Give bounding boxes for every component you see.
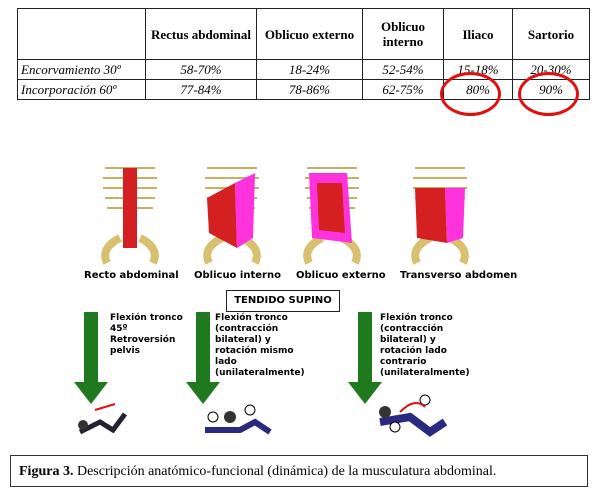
cell: 58-70% xyxy=(145,59,257,80)
movement-description: Flexión tronco 45º Retroversión pelvis xyxy=(110,313,183,356)
table-header: Iliaco xyxy=(443,8,513,60)
muscle-label: Recto abdominal xyxy=(84,270,179,281)
table-header xyxy=(17,8,146,60)
table-row: Incorporación 60º 77-84% 78-86% 62-75% 8… xyxy=(17,79,590,100)
arrow-down-icon xyxy=(74,312,108,404)
transverse-abdominis-illustration xyxy=(411,167,469,265)
cell: 77-84% xyxy=(145,79,257,100)
highlight-circle-sartorio xyxy=(518,72,579,116)
movement-description: Flexión tronco (contracción bilateral) y… xyxy=(380,313,470,378)
muscle-label: Transverso abdomen xyxy=(400,270,518,281)
table-header: Rectus abdominal xyxy=(145,8,257,60)
internal-oblique-illustration xyxy=(203,167,261,265)
caption-label: Figura 3. xyxy=(19,464,74,479)
cell: 18-24% xyxy=(256,59,363,80)
highlight-circle-iliaco xyxy=(440,72,501,116)
cell: 78-86% xyxy=(256,79,363,100)
table-header: Oblicuo interno xyxy=(362,8,444,60)
rotation-opposite-side-figure xyxy=(379,394,448,437)
supine-crunch-figure xyxy=(78,403,127,435)
figure-caption: Figura 3. Descripción anatómico-funciona… xyxy=(10,455,588,487)
movement-description: Flexión tronco (contracción bilateral) y… xyxy=(215,313,305,378)
arrow-down-icon xyxy=(348,312,382,404)
table-header: Oblicuo externo xyxy=(256,8,363,60)
muscle-activity-table: Rectus abdominal Oblicuo externo Oblicuo… xyxy=(17,8,590,100)
table-header: Sartorio xyxy=(512,8,590,60)
table-row: Encorvamiento 30º 58-70% 18-24% 52-54% 1… xyxy=(17,59,590,80)
row-label: Encorvamiento 30º xyxy=(17,59,146,80)
row-label: Incorporación 60º xyxy=(17,79,146,100)
cell: 52-54% xyxy=(362,59,444,80)
muscle-label: Oblicuo externo xyxy=(296,270,386,281)
external-oblique-illustration xyxy=(303,167,361,265)
rotation-same-side-figure xyxy=(205,404,272,435)
position-label: TENDIDO SUPINO xyxy=(226,290,340,312)
caption-text: Descripción anatómico-funcional (dinámic… xyxy=(73,464,497,479)
rectus-abdominal-illustration xyxy=(101,167,159,265)
cell: 62-75% xyxy=(362,79,444,100)
arrow-down-icon xyxy=(186,312,220,404)
muscle-label: Oblicuo interno xyxy=(194,270,281,281)
